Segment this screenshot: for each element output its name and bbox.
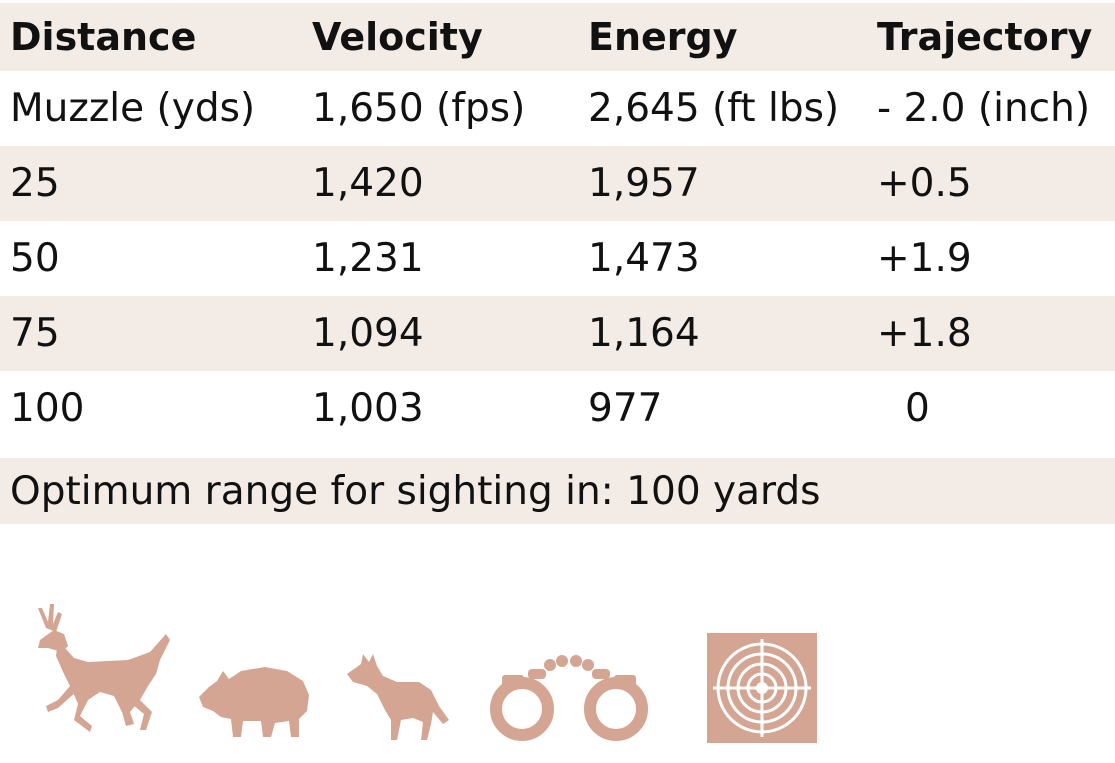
table-row: 100 1,003 977 0 (0, 371, 1115, 446)
cell-energy: 1,164 (588, 311, 700, 356)
coyote-icon (347, 654, 449, 740)
cell-trajectory: +0.5 (877, 161, 972, 206)
ballistics-table: Distance Velocity Energy Trajectory Muzz… (0, 3, 1115, 446)
cell-energy: 1,957 (588, 161, 700, 206)
cell-distance: 50 (10, 236, 60, 281)
cell-trajectory: +1.8 (877, 311, 972, 356)
cell-velocity: 1,420 (312, 161, 424, 206)
cell-distance: 75 (10, 311, 60, 356)
sighting-note-row: Optimum range for sighting in: 100 yards (0, 458, 1115, 524)
sighting-note: Optimum range for sighting in: 100 yards (10, 468, 821, 514)
cell-velocity: 1,231 (312, 236, 424, 281)
cell-trajectory: - 2.0 (inch) (877, 86, 1091, 131)
table-row: Muzzle (yds) 1,650 (fps) 2,645 (ft lbs) … (0, 71, 1115, 146)
header-energy: Energy (588, 15, 738, 59)
header-trajectory: Trajectory (877, 15, 1093, 59)
table-row: 50 1,231 1,473 +1.9 (0, 221, 1115, 296)
cell-energy: 977 (588, 386, 663, 431)
header-distance: Distance (10, 15, 197, 59)
cell-velocity: 1,094 (312, 311, 424, 356)
cell-energy: 2,645 (ft lbs) (588, 86, 840, 131)
usage-icons (0, 595, 1115, 755)
table-header-row: Distance Velocity Energy Trajectory (0, 3, 1115, 71)
cell-distance: 100 (10, 386, 85, 431)
table-row: 25 1,420 1,957 +0.5 (0, 146, 1115, 221)
cell-trajectory: +1.9 (877, 236, 972, 281)
target-icon (707, 633, 817, 743)
deer-icon (38, 604, 170, 732)
cell-velocity: 1,650 (fps) (312, 86, 526, 131)
table-row: 75 1,094 1,164 +1.8 (0, 296, 1115, 371)
handcuffs-icon (490, 655, 648, 741)
header-velocity: Velocity (312, 15, 483, 59)
cell-distance: Muzzle (yds) (10, 86, 256, 131)
cell-energy: 1,473 (588, 236, 700, 281)
boar-icon (199, 667, 309, 737)
cell-velocity: 1,003 (312, 386, 424, 431)
cell-trajectory: 0 (905, 386, 930, 431)
cell-distance: 25 (10, 161, 60, 206)
